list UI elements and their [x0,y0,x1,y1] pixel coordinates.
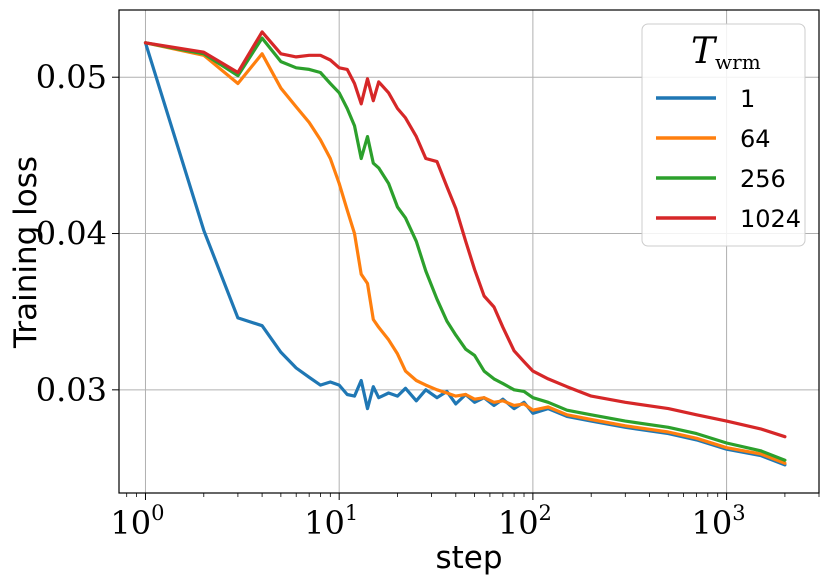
x-tick-exponent: 3 [732,501,745,525]
y-axis-label: Training loss [8,156,44,349]
legend-entry-label: 64 [740,125,771,153]
x-tick-label: 103 [692,501,746,542]
x-tick-base: 10 [692,504,733,542]
x-tick-exponent: 1 [345,501,358,525]
series-line-1024 [143,30,787,439]
legend: Twrm 1 64 256 1024 [641,23,806,247]
x-tick-base: 10 [498,504,539,542]
x-tick-label: 100 [110,501,164,542]
series-line-64 [143,41,787,465]
legend-title: Twrm [691,31,761,74]
legend-title-sub: wrm [715,50,761,74]
plot-frame [118,9,820,494]
legend-box [641,23,806,247]
legend-entries: 1 64 256 1024 [656,85,801,233]
legend-entry-label: 1 [740,85,755,113]
x-tick-base: 10 [110,504,151,542]
x-tick-label: 101 [304,501,358,542]
series-line-256 [143,36,787,462]
x-tick-exponent: 0 [151,501,164,525]
y-tick-label: 0.04 [36,215,107,253]
x-tick-exponent: 2 [539,501,552,525]
series-lines [143,30,787,467]
y-tick-label: 0.03 [36,371,107,409]
axis-ticks [112,76,820,500]
legend-title-main: T [691,31,718,72]
x-tick-base: 10 [304,504,345,542]
x-tick-label: 102 [498,501,552,542]
x-axis-label: step [435,540,502,576]
y-tick-label: 0.05 [36,58,107,96]
legend-entry-label: 256 [740,165,786,193]
legend-entry-label: 1024 [740,205,801,233]
